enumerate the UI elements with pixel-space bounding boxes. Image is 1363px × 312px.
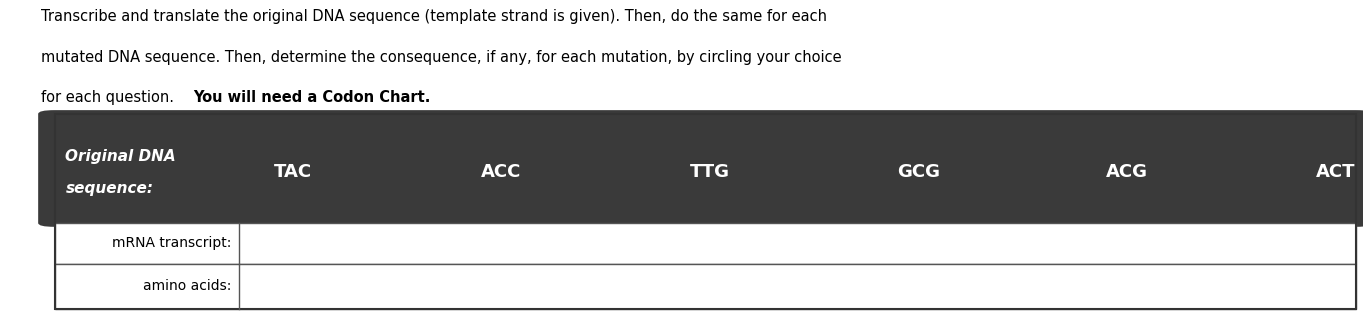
Text: TAC: TAC [274,163,312,181]
Text: amino acids:: amino acids: [143,279,232,293]
Text: mRNA transcript:: mRNA transcript: [112,236,232,250]
Text: sequence:: sequence: [65,181,154,196]
Text: Transcribe and translate the original DNA sequence (template strand is given). T: Transcribe and translate the original DN… [41,9,827,24]
Text: ACC: ACC [481,163,522,181]
FancyBboxPatch shape [38,110,1363,227]
Text: mutated DNA sequence. Then, determine the consequence, if any, for each mutation: mutated DNA sequence. Then, determine th… [41,50,841,65]
Text: ACT: ACT [1317,163,1355,181]
Text: GCG: GCG [897,163,940,181]
Text: Original DNA: Original DNA [65,149,176,163]
Text: for each question.: for each question. [41,90,179,105]
Text: TTG: TTG [690,163,731,181]
Text: ACG: ACG [1107,163,1148,181]
Text: You will need a Codon Chart.: You will need a Codon Chart. [194,90,431,105]
